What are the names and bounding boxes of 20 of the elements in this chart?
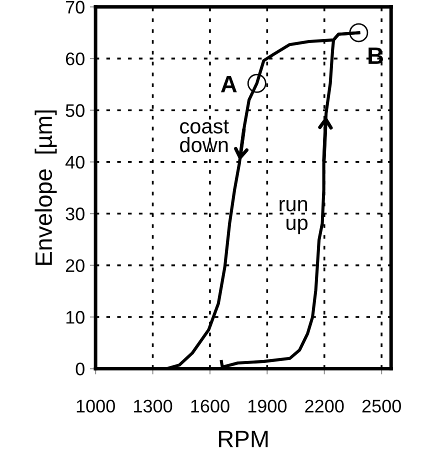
x-tick-label: 1000 (76, 400, 115, 413)
x-axis-title: RPM (219, 430, 268, 448)
y-axis-title: Envelope [µm] (34, 110, 57, 265)
annotation: A (220, 76, 237, 92)
y-tick-label: 60 (66, 52, 84, 66)
annotation: B (368, 48, 384, 64)
annotation: run up (280, 200, 308, 234)
y-tick-label: 10 (66, 310, 84, 324)
x-tick-label: 1900 (248, 400, 287, 413)
x-tick-label: 1300 (134, 400, 172, 413)
y-tick-label: 20 (66, 259, 84, 272)
y-tick-label: 70 (66, 0, 84, 14)
annotation: coast down (180, 120, 229, 152)
x-tick-label: 1600 (191, 400, 230, 413)
y-tick-label: 30 (66, 208, 84, 220)
y-tick-label: 40 (65, 156, 84, 169)
y-tick-label: 0 (76, 362, 84, 376)
x-tick-label: 2500 (362, 400, 401, 413)
x-tick-label: 2200 (305, 400, 344, 413)
y-tick-label: 50 (66, 104, 84, 117)
